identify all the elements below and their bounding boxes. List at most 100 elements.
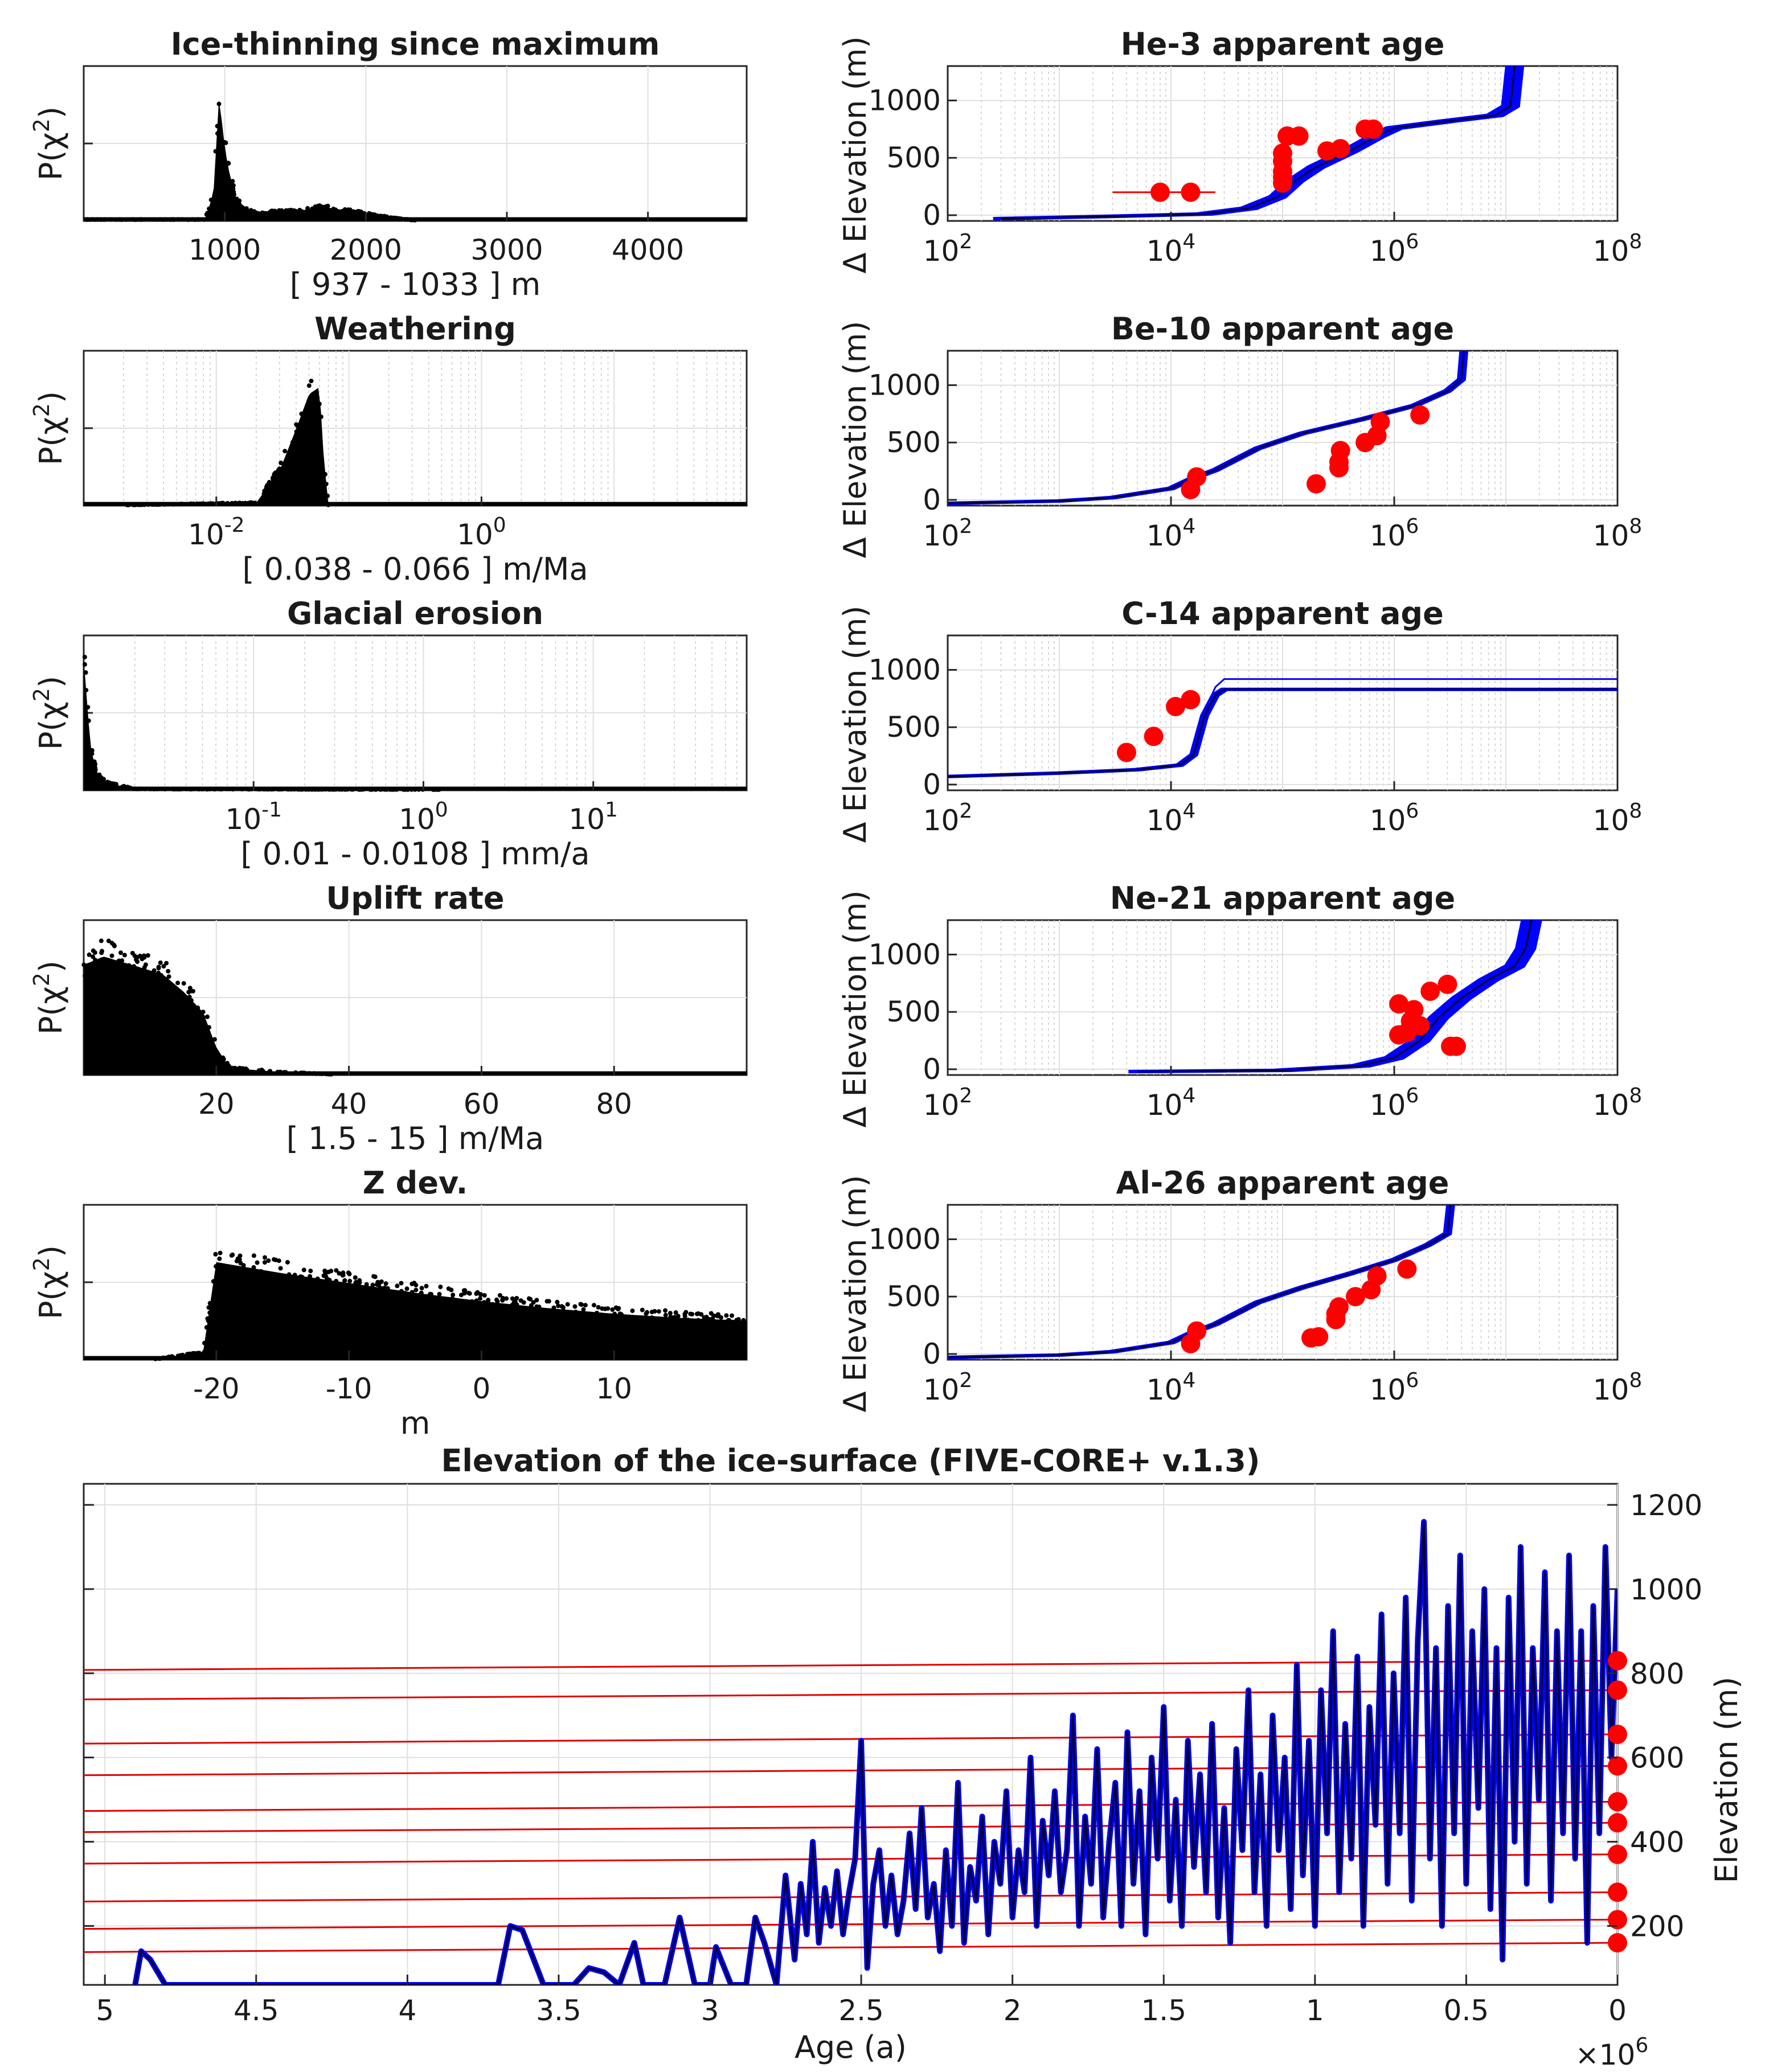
scatter-density: [84, 100, 747, 221]
x-tick-label: 106: [1370, 1369, 1419, 1406]
panel-title: Elevation of the ice-surface (FIVE-CORE+…: [441, 1443, 1260, 1479]
sample-point: [1410, 1016, 1430, 1036]
y-axis-label: P(χ2): [29, 676, 69, 750]
x-tick-label: 0: [472, 1372, 490, 1405]
ice-surface-line: [134, 1520, 1617, 1985]
scatter-point: [696, 1311, 701, 1316]
scatter-point: [683, 1310, 689, 1315]
scatter-point: [237, 1257, 242, 1262]
scatter-point: [482, 1293, 487, 1298]
plot-area: [1128, 920, 1542, 1073]
scatter-point: [686, 1322, 691, 1327]
scatter-point: [217, 1256, 222, 1261]
scatter-point: [142, 955, 147, 960]
scatter-point: [413, 1299, 418, 1304]
y-axis-label: P(χ2): [29, 106, 69, 180]
scatter-point: [653, 1320, 658, 1325]
scatter-point: [556, 1303, 561, 1308]
x-tick-label: 102: [923, 1369, 973, 1406]
scatter-point: [234, 196, 239, 202]
scatter-point: [349, 209, 354, 214]
x-tick-label: 104: [1146, 799, 1196, 837]
scatter-point: [688, 1311, 693, 1316]
x-tick-label: 3.5: [536, 1994, 581, 2027]
x-tick-label: 2.5: [838, 1994, 884, 2027]
scatter-point: [164, 961, 169, 966]
scatter-point: [113, 782, 118, 787]
scatter-point: [448, 1302, 453, 1307]
scatter-point: [630, 1308, 635, 1314]
panel-title: Weathering: [314, 311, 516, 347]
x-tick-label: 102: [923, 799, 973, 837]
scatter-point: [699, 1322, 704, 1327]
scatter-point: [208, 198, 214, 203]
scatter-point: [132, 953, 137, 958]
sample-point: [1289, 126, 1309, 146]
scatter-point: [596, 1304, 601, 1310]
scatter-point: [724, 1319, 729, 1324]
scatter-point: [382, 1285, 387, 1290]
scatter-point: [383, 1281, 388, 1286]
scatter-point: [716, 1322, 722, 1327]
scatter-point: [241, 1263, 246, 1268]
scatter-point: [204, 1325, 209, 1330]
scatter-point: [264, 211, 269, 216]
x-tick-label: 1000: [189, 233, 261, 266]
scatter-point: [451, 1293, 456, 1298]
scatter-point: [703, 1323, 709, 1328]
scatter-point: [154, 980, 158, 986]
scatter-point: [663, 1308, 668, 1313]
scatter-point: [81, 962, 87, 967]
x-tick-label: 10: [596, 1372, 632, 1405]
scatter-point: [679, 1321, 685, 1326]
sample-point: [1404, 1000, 1424, 1020]
scatter-point: [275, 1278, 280, 1283]
x-tick-label: -10: [326, 1372, 372, 1405]
scatter-point: [109, 973, 114, 978]
scatter-point: [230, 179, 235, 184]
scatter-point: [591, 1303, 596, 1308]
scatter-point: [279, 460, 284, 465]
scatter-point: [269, 208, 275, 214]
scatter-point: [399, 1281, 404, 1286]
scatter-point: [318, 415, 323, 419]
scatter-point: [211, 1279, 216, 1284]
scatter-point: [526, 1296, 531, 1301]
scatter-point: [575, 1315, 580, 1320]
scatter-point: [83, 670, 88, 675]
scatter-point: [581, 1307, 586, 1312]
scatter-point: [500, 1297, 505, 1302]
scatter-point: [305, 208, 310, 214]
sample-point: [1608, 1680, 1627, 1700]
scatter-point: [85, 705, 91, 710]
scatter-point: [508, 1304, 513, 1309]
scatter-point: [109, 967, 114, 973]
scatter-point: [260, 210, 265, 215]
scatter-point: [630, 1315, 635, 1320]
scatter-point: [120, 976, 125, 982]
scatter-point: [342, 208, 347, 213]
scatter-point: [376, 1289, 382, 1294]
scatter-point: [93, 762, 98, 767]
sample-point: [1330, 139, 1350, 159]
x-tick-label: 20: [198, 1088, 235, 1121]
scatter-point: [243, 1066, 248, 1071]
scatter-point: [189, 998, 194, 1003]
sample-point: [1117, 742, 1136, 762]
y-tick-label: 500: [887, 711, 941, 744]
plot-area: [948, 351, 1469, 505]
scatter-point: [636, 1318, 641, 1323]
scatter-point: [610, 1307, 615, 1312]
scatter-point: [579, 1302, 584, 1307]
scatter-point: [215, 124, 220, 129]
scatter-point: [341, 1270, 346, 1275]
sample-point: [1187, 1321, 1207, 1341]
sample-point: [1608, 1756, 1627, 1776]
scatter-point: [475, 1305, 480, 1310]
scatter-point: [216, 101, 222, 106]
scatter-point: [105, 967, 110, 973]
scatter-point: [259, 1275, 264, 1280]
panel-title: Z dev.: [363, 1165, 468, 1201]
sample-point: [1346, 1287, 1365, 1307]
